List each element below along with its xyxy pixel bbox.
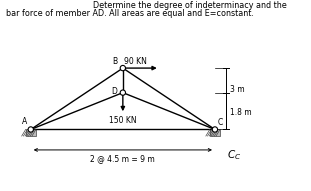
Text: B: B [112,57,117,66]
Text: bar force of member AD. All areas are equal and E=constant.: bar force of member AD. All areas are eq… [6,9,254,18]
Text: C: C [218,118,223,127]
Circle shape [120,66,126,71]
Circle shape [28,127,33,132]
Text: 2 @ 4.5 m = 9 m: 2 @ 4.5 m = 9 m [91,155,155,163]
Text: D: D [111,87,117,96]
Text: 3 m: 3 m [230,85,245,94]
Text: 1.8 m: 1.8 m [230,108,252,117]
Text: $C_C$: $C_C$ [227,148,241,162]
Text: 150 KN: 150 KN [109,116,137,125]
FancyBboxPatch shape [210,129,220,136]
Circle shape [212,127,218,132]
Text: Determine the degree of indeterminacy and the: Determine the degree of indeterminacy an… [93,1,287,10]
Text: A: A [22,117,28,126]
Text: 90 KN: 90 KN [124,57,146,66]
Circle shape [120,90,126,95]
FancyBboxPatch shape [26,129,36,136]
